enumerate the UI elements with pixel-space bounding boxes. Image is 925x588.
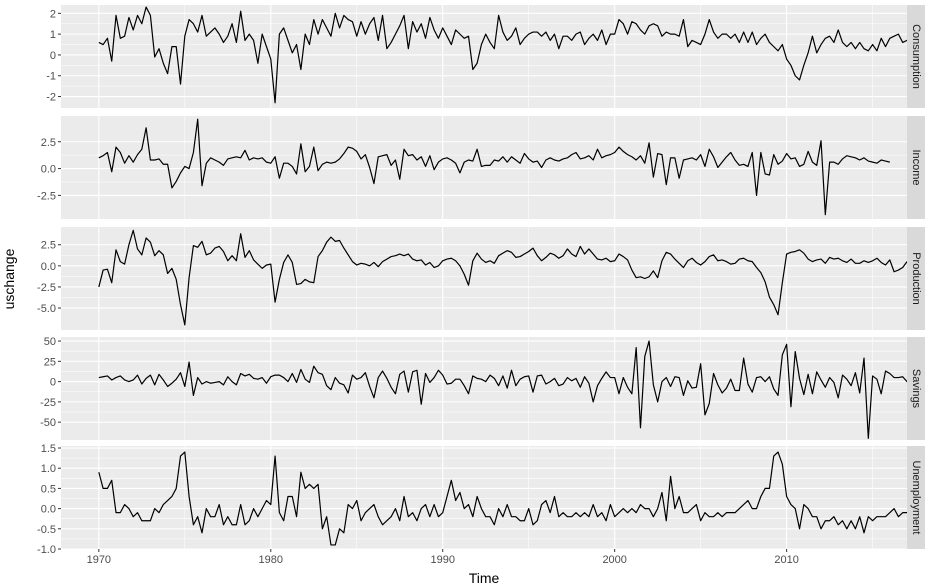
y-tick-label: 2.5 (41, 137, 56, 149)
panel-unemployment: -1.0 -0.5 0.0 0.5 1.0 1.5 Unemployment (37, 443, 925, 556)
strip-background (907, 337, 925, 440)
strip-label-income: Income (910, 149, 922, 185)
y-tick-label: -5.0 (37, 303, 56, 315)
panel-background (61, 337, 907, 440)
y-tick-label: -2 (46, 92, 56, 104)
y-tick-label: -1 (46, 71, 56, 83)
panel-savings: -50 -25 0 25 50 Savings (40, 336, 925, 440)
panel-production: -5.0 -2.5 0.0 2.5 Production (37, 227, 925, 330)
x-tick-label: 1980 (259, 554, 283, 566)
y-tick-label: 0 (50, 377, 56, 389)
strip-label-production: Production (910, 252, 922, 305)
strip-label-savings: Savings (910, 369, 922, 409)
panel-background (61, 5, 907, 108)
y-tick-label: -25 (40, 397, 56, 409)
y-tick-label: 1.5 (41, 443, 56, 455)
y-tick-label: 1.0 (41, 463, 56, 475)
strip-background (907, 446, 925, 549)
x-tick-label: 2000 (602, 554, 626, 566)
strip-background (907, 116, 925, 219)
strip-background (907, 227, 925, 330)
y-tick-label: 25 (44, 356, 56, 368)
y-axis-title: uschange (1, 248, 17, 309)
y-tick-label: -1.0 (37, 544, 56, 556)
series-line-production (98, 229, 908, 326)
panel-background (61, 116, 907, 219)
y-tick-label: -2.5 (37, 282, 56, 294)
y-tick-label: -0.5 (37, 524, 56, 536)
strip-label-unemployment: Unemployment (910, 461, 922, 535)
strip-label-consumption: Consumption (910, 24, 922, 89)
y-tick-label: -50 (40, 417, 56, 429)
y-tick-label: 1 (50, 29, 56, 41)
x-tick-label: 1970 (87, 554, 111, 566)
x-axis: 1970 1980 1990 2000 2010 (87, 549, 799, 566)
y-tick-label: 0.0 (41, 261, 56, 273)
panel-background (61, 227, 907, 330)
y-tick-label: 0 (50, 50, 56, 62)
x-tick-label: 1990 (430, 554, 454, 566)
y-tick-label: -2.5 (37, 190, 56, 202)
panel-consumption: -2 -1 0 1 2 Consumption (46, 5, 925, 108)
series-line-consumption (98, 6, 925, 104)
panel-income: -2.5 0.0 2.5 Income (37, 116, 925, 219)
y-tick-label: 2 (50, 8, 56, 20)
series-line-savings (98, 340, 925, 439)
series-line-income (98, 118, 890, 216)
series-line-unemployment (98, 451, 912, 546)
panel-background (61, 446, 907, 549)
y-tick-label: 0.0 (41, 504, 56, 516)
x-axis-title: Time (469, 570, 500, 586)
strip-background (907, 5, 925, 108)
facet-panels: -2 -1 0 1 2 Consumption -2.5 0.0 2.5 Income -5.0 -2… (37, 5, 925, 556)
y-tick-label: 50 (44, 336, 56, 348)
y-tick-label: 0.0 (41, 164, 56, 176)
x-tick-label: 2010 (774, 554, 798, 566)
y-tick-label: 0.5 (41, 483, 56, 495)
y-tick-label: 2.5 (41, 240, 56, 252)
